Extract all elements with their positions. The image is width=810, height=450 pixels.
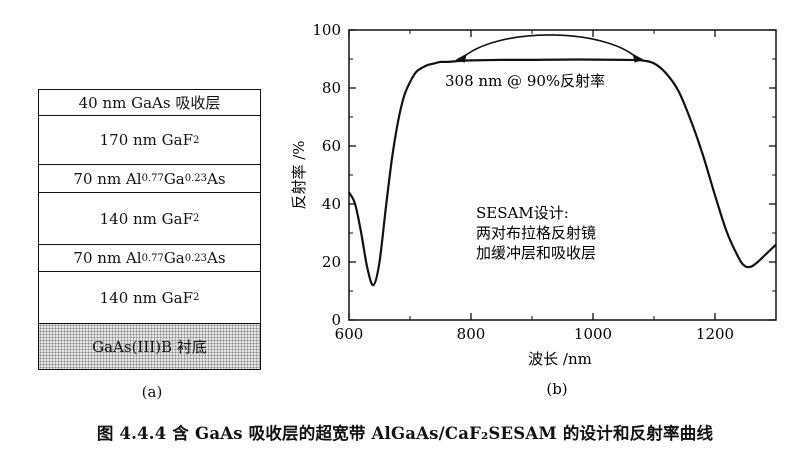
x-tick-label: 600 xyxy=(335,325,364,343)
chart-tick-labels: 600 800 1000 1200 0 20 40 60 80 100 xyxy=(312,21,734,343)
arrow-head-right xyxy=(632,53,644,63)
bandwidth-annotation: 308 nm @ 90%反射率 xyxy=(445,72,605,90)
layer-subscript: 0.77 xyxy=(141,252,164,264)
layer-label: 140 nm GaF xyxy=(99,209,193,228)
layer-subscript: 2 xyxy=(193,292,200,303)
layer-algaas-2: 70 nm Al 0.77 Ga 0.23 As xyxy=(39,245,260,272)
bandwidth-arrow xyxy=(461,34,639,60)
layer-label: 70 nm Al xyxy=(73,169,142,188)
x-axis-label: 波长 /nm xyxy=(528,350,592,368)
layer-gaf2-170: 170 nm GaF 2 xyxy=(39,116,260,165)
layer-label: Ga xyxy=(163,249,185,267)
layer-substrate: GaAs(III)B 衬底 xyxy=(39,324,260,369)
y-tick-label: 60 xyxy=(322,137,341,155)
x-tick-label: 800 xyxy=(457,325,486,343)
layer-algaas-1: 70 nm Al 0.77 Ga 0.23 As xyxy=(39,165,260,193)
layer-label: GaAs(III)B 衬底 xyxy=(92,338,207,356)
layer-label: 170 nm GaF xyxy=(99,131,193,149)
y-tick-label: 80 xyxy=(322,79,341,97)
layer-gaf2-140-a: 140 nm GaF 2 xyxy=(39,193,260,245)
y-axis-label: 反射率 /% xyxy=(290,140,308,209)
design-annotation-line-3: 加缓冲层和吸收层 xyxy=(476,244,596,262)
panel-a-label: (a) xyxy=(141,383,163,401)
layer-subscript: 0.23 xyxy=(184,173,208,184)
x-tick-label: 1000 xyxy=(574,325,612,343)
layer-label: Ga xyxy=(163,169,185,188)
y-tick-label: 0 xyxy=(331,311,341,329)
layer-subscript: 2 xyxy=(193,213,200,224)
design-annotation-line-1: SESAM设计: xyxy=(476,204,569,222)
layer-subscript: 2 xyxy=(193,134,200,146)
arrow-head-left xyxy=(455,53,467,63)
y-tick-label: 100 xyxy=(312,21,341,39)
layer-subscript: 0.77 xyxy=(141,173,164,184)
design-annotation-line-2: 两对布拉格反射镜 xyxy=(476,224,596,242)
layer-label: As xyxy=(207,169,226,188)
chart-ticks xyxy=(348,29,776,321)
layer-label: 40 nm GaAs 吸收层 xyxy=(78,94,221,112)
y-tick-label: 40 xyxy=(322,195,341,213)
layer-gaf2-140-b: 140 nm GaF 2 xyxy=(39,272,260,324)
layer-gaas-absorber: 40 nm GaAs 吸收层 xyxy=(39,90,260,116)
layer-subscript: 0.23 xyxy=(184,252,208,264)
layer-label: 70 nm Al xyxy=(73,249,142,267)
layer-label: As xyxy=(207,249,226,267)
figure-caption: 图 4.4.4 含 GaAs 吸收层的超宽带 AlGaAs/CaF₂SESAM … xyxy=(96,424,714,443)
reflectivity-curve xyxy=(348,58,777,287)
y-tick-label: 20 xyxy=(322,253,341,271)
x-tick-label: 1200 xyxy=(696,325,734,343)
layer-label: 140 nm GaF xyxy=(99,288,193,307)
panel-b-label: (b) xyxy=(546,380,567,398)
layer-stack: 40 nm GaAs 吸收层 170 nm GaF 2 70 nm Al 0.77 G… xyxy=(38,89,261,370)
